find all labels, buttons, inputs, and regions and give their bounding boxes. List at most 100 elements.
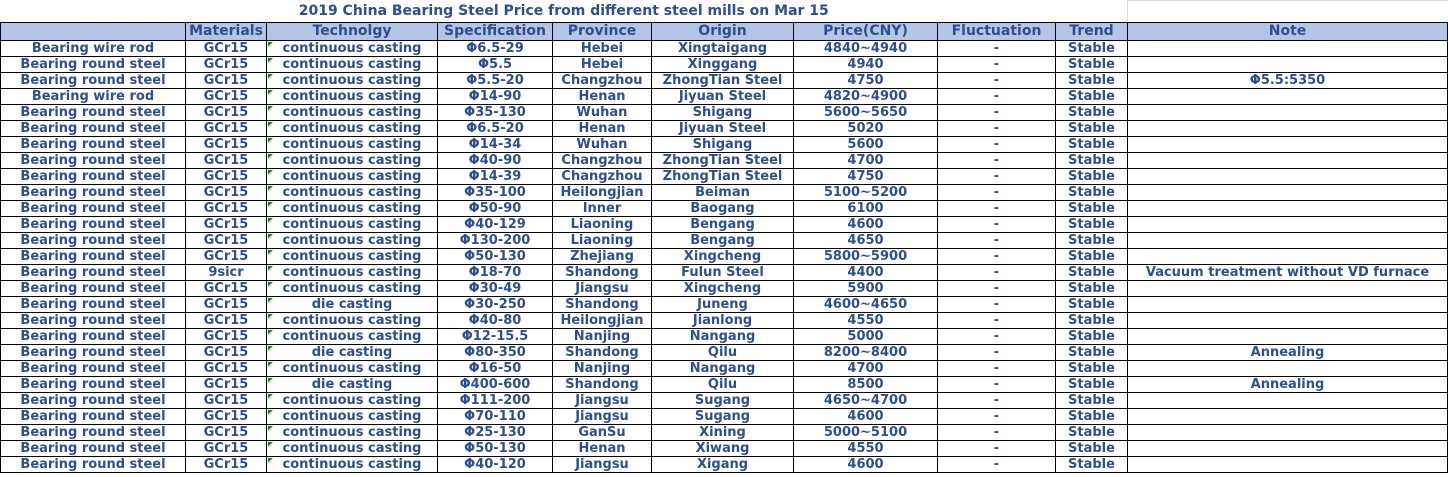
cell-province[interactable]: Changzhou xyxy=(552,72,652,89)
cell-note[interactable] xyxy=(1127,392,1448,409)
cell-price[interactable]: 4600~4650 xyxy=(793,296,938,313)
cell-product[interactable]: Bearing round steel xyxy=(0,104,186,121)
cell-product[interactable]: Bearing round steel xyxy=(0,328,186,345)
cell-province[interactable]: Heilongjian xyxy=(552,312,652,329)
cell-fluctuation[interactable]: - xyxy=(937,168,1056,185)
cell-trend[interactable]: Stable xyxy=(1055,200,1128,217)
cell-price[interactable]: 4700 xyxy=(793,360,938,377)
cell-trend[interactable]: Stable xyxy=(1055,280,1128,297)
cell-product[interactable]: Bearing round steel xyxy=(0,184,186,201)
header-materials[interactable]: Materials xyxy=(185,22,267,41)
cell-specification[interactable]: Φ14-39 xyxy=(437,168,553,185)
cell-note[interactable] xyxy=(1127,280,1448,297)
cell-fluctuation[interactable]: - xyxy=(937,376,1056,393)
cell-materials[interactable]: GCr15 xyxy=(185,88,267,105)
cell-trend[interactable]: Stable xyxy=(1055,232,1128,249)
cell-province[interactable]: Wuhan xyxy=(552,136,652,153)
cell-technology[interactable]: continuous casting xyxy=(266,232,438,249)
cell-product[interactable]: Bearing round steel xyxy=(0,152,186,169)
cell-materials[interactable]: GCr15 xyxy=(185,184,267,201)
cell-specification[interactable]: Φ5.5-20 xyxy=(437,72,553,89)
cell-trend[interactable]: Stable xyxy=(1055,424,1128,441)
cell-province[interactable]: Liaoning xyxy=(552,216,652,233)
cell-product[interactable]: Bearing round steel xyxy=(0,56,186,73)
cell-specification[interactable]: Φ70-110 xyxy=(437,408,553,425)
cell-technology[interactable]: continuous casting xyxy=(266,408,438,425)
cell-fluctuation[interactable]: - xyxy=(937,408,1056,425)
cell-note[interactable] xyxy=(1127,120,1448,137)
cell-province[interactable]: GanSu xyxy=(552,424,652,441)
header-note[interactable]: Note xyxy=(1127,22,1448,41)
cell-note[interactable] xyxy=(1127,328,1448,345)
cell-origin[interactable]: Baogang xyxy=(651,200,794,217)
cell-technology[interactable]: continuous casting xyxy=(266,248,438,265)
cell-province[interactable]: Shandong xyxy=(552,296,652,313)
cell-price[interactable]: 8500 xyxy=(793,376,938,393)
cell-origin[interactable]: Shigang xyxy=(651,104,794,121)
cell-origin[interactable]: Jiyuan Steel xyxy=(651,88,794,105)
cell-province[interactable]: Heilongjian xyxy=(552,184,652,201)
cell-price[interactable]: 4550 xyxy=(793,440,938,457)
cell-fluctuation[interactable]: - xyxy=(937,232,1056,249)
cell-trend[interactable]: Stable xyxy=(1055,120,1128,137)
cell-technology[interactable]: continuous casting xyxy=(266,200,438,217)
cell-product[interactable]: Bearing round steel xyxy=(0,408,186,425)
cell-specification[interactable]: Φ18-70 xyxy=(437,264,553,281)
cell-trend[interactable]: Stable xyxy=(1055,56,1128,73)
cell-price[interactable]: 4940 xyxy=(793,56,938,73)
cell-product[interactable]: Bearing round steel xyxy=(0,72,186,89)
cell-trend[interactable]: Stable xyxy=(1055,168,1128,185)
cell-specification[interactable]: Φ30-250 xyxy=(437,296,553,313)
cell-fluctuation[interactable]: - xyxy=(937,56,1056,73)
cell-note[interactable]: Annealing xyxy=(1127,344,1448,361)
cell-materials[interactable]: GCr15 xyxy=(185,152,267,169)
empty-cell[interactable] xyxy=(1127,0,1448,23)
cell-price[interactable]: 5020 xyxy=(793,120,938,137)
cell-price[interactable]: 4400 xyxy=(793,264,938,281)
cell-note[interactable]: Annealing xyxy=(1127,376,1448,393)
cell-technology[interactable]: continuous casting xyxy=(266,392,438,409)
cell-note[interactable] xyxy=(1127,312,1448,329)
cell-trend[interactable]: Stable xyxy=(1055,72,1128,89)
cell-materials[interactable]: 9sicr xyxy=(185,264,267,281)
cell-origin[interactable]: ZhongTian Steel xyxy=(651,72,794,89)
cell-materials[interactable]: GCr15 xyxy=(185,56,267,73)
cell-trend[interactable]: Stable xyxy=(1055,456,1128,473)
cell-note[interactable] xyxy=(1127,440,1448,457)
cell-price[interactable]: 4840~4940 xyxy=(793,40,938,57)
cell-materials[interactable]: GCr15 xyxy=(185,440,267,457)
cell-specification[interactable]: Φ130-200 xyxy=(437,232,553,249)
cell-product[interactable]: Bearing round steel xyxy=(0,248,186,265)
cell-specification[interactable]: Φ35-130 xyxy=(437,104,553,121)
cell-technology[interactable]: continuous casting xyxy=(266,456,438,473)
cell-specification[interactable]: Φ25-130 xyxy=(437,424,553,441)
cell-price[interactable]: 4750 xyxy=(793,72,938,89)
cell-fluctuation[interactable]: - xyxy=(937,152,1056,169)
cell-trend[interactable]: Stable xyxy=(1055,104,1128,121)
cell-origin[interactable]: Fulun Steel xyxy=(651,264,794,281)
cell-origin[interactable]: Xiwang xyxy=(651,440,794,457)
cell-province[interactable]: Jiangsu xyxy=(552,280,652,297)
cell-product[interactable]: Bearing round steel xyxy=(0,376,186,393)
cell-product[interactable]: Bearing round steel xyxy=(0,168,186,185)
cell-technology[interactable]: die casting xyxy=(266,376,438,393)
cell-materials[interactable]: GCr15 xyxy=(185,328,267,345)
cell-origin[interactable]: ZhongTian Steel xyxy=(651,152,794,169)
cell-product[interactable]: Bearing round steel xyxy=(0,216,186,233)
cell-materials[interactable]: GCr15 xyxy=(185,456,267,473)
cell-trend[interactable]: Stable xyxy=(1055,376,1128,393)
cell-note[interactable]: Φ5.5:5350 xyxy=(1127,72,1448,89)
cell-fluctuation[interactable]: - xyxy=(937,280,1056,297)
cell-trend[interactable]: Stable xyxy=(1055,312,1128,329)
cell-origin[interactable]: Xingcheng xyxy=(651,280,794,297)
cell-note[interactable] xyxy=(1127,200,1448,217)
cell-origin[interactable]: Beiman xyxy=(651,184,794,201)
cell-technology[interactable]: continuous casting xyxy=(266,360,438,377)
cell-product[interactable]: Bearing wire rod xyxy=(0,40,186,57)
header-technology[interactable]: Technolgy xyxy=(266,22,438,41)
cell-note[interactable] xyxy=(1127,104,1448,121)
cell-origin[interactable]: Jianlong xyxy=(651,312,794,329)
cell-origin[interactable]: Xining xyxy=(651,424,794,441)
cell-specification[interactable]: Φ14-34 xyxy=(437,136,553,153)
cell-trend[interactable]: Stable xyxy=(1055,152,1128,169)
